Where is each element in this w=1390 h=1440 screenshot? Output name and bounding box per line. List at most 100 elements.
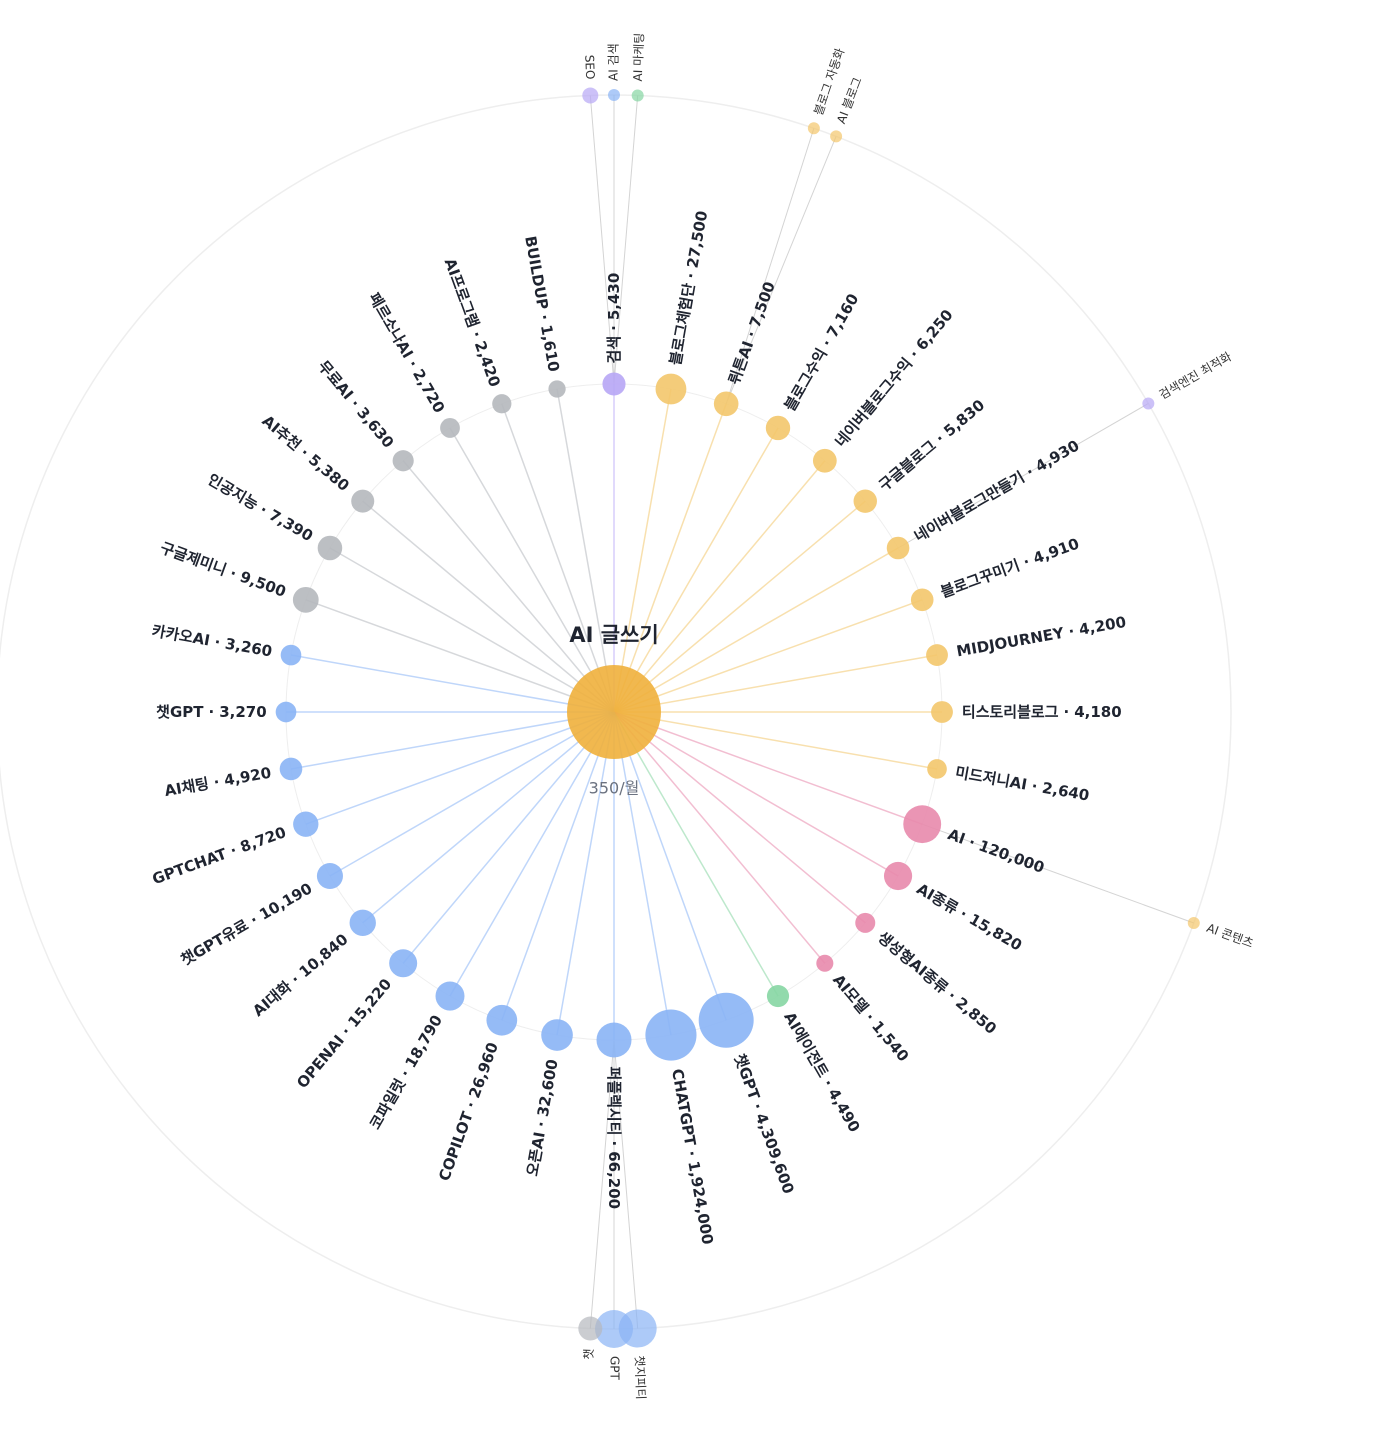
keyword-name: MIDJOURNEY (955, 623, 1066, 660)
link (449, 711, 615, 997)
keyword-node (886, 536, 910, 560)
keyword-label: 블로그꾸미기·4,910 (938, 534, 1081, 601)
keyword-volume: 9,500 (238, 567, 289, 600)
keyword-volume: 4,200 (1077, 612, 1127, 638)
link (613, 711, 672, 1036)
keyword-name: 네이버블로그수익 (831, 354, 916, 450)
keyword-volume: 3,260 (224, 634, 274, 660)
keyword-volume: 2,640 (1041, 778, 1091, 804)
keyword-volume: 2,850 (952, 993, 1000, 1037)
related-label: 검색엔진 최적화 (1157, 349, 1234, 402)
keyword-label: CHATGPT ·1,924,000 (669, 1067, 718, 1245)
keyword-node (548, 380, 566, 398)
keyword-label: 티스토리블로그 · 4,180 (962, 703, 1122, 721)
keyword-node (293, 811, 319, 837)
link (290, 711, 615, 770)
keyword-node (317, 535, 343, 561)
keyword-node (816, 954, 834, 972)
separator: · (228, 564, 240, 583)
separator: · (681, 271, 700, 280)
link (449, 427, 615, 713)
keyword-name: 티스토리블로그 (962, 703, 1059, 721)
keyword-node (392, 450, 414, 472)
keyword-label: AI·120,000 (946, 825, 1047, 877)
keyword-volume: 120,000 (976, 836, 1046, 876)
related-node (578, 1316, 603, 1341)
separator: · (742, 328, 761, 340)
keyword-volume: 2,720 (409, 366, 448, 416)
keyword-label: 블로그수익·7,160 (780, 290, 862, 413)
related-label: AI 콘텐츠 (1205, 921, 1256, 951)
separator: · (213, 632, 222, 651)
related-link (725, 136, 837, 404)
link (613, 547, 899, 713)
link (613, 711, 727, 1021)
related-label: 챗지피티 (632, 1355, 649, 1400)
keyword-name: AI프로그램 (441, 256, 483, 330)
keyword-label: AI에이전트·4,490 (781, 1009, 864, 1135)
keyword-volume: 6,250 (912, 306, 956, 354)
keyword-node (655, 373, 687, 405)
keyword-node (492, 394, 512, 414)
keyword-node (931, 701, 953, 723)
related-label: 챗 (581, 1348, 596, 1360)
keyword-node (279, 757, 303, 781)
link (613, 427, 779, 713)
keyword-name: 네이버블로그만들기 (911, 468, 1028, 546)
keyword-node (812, 448, 837, 473)
keyword-name: 블로그꾸미기 (938, 556, 1022, 601)
keyword-name: 무료AI (315, 357, 358, 403)
separator: · (536, 313, 555, 322)
separator: · (1064, 703, 1070, 721)
keyword-volume: 10,190 (256, 879, 315, 924)
keyword-label: 페르소나AI·2,720 (365, 289, 448, 415)
separator: · (683, 1149, 702, 1158)
keyword-label: OPENAI·15,220 (293, 975, 395, 1092)
keyword-name: 인공지능 (205, 470, 262, 513)
keyword-volume: 3,630 (354, 403, 398, 451)
keyword-name: 챗GPT유료 (177, 915, 251, 968)
related-node (807, 122, 820, 135)
keyword-volume: 15,820 (966, 910, 1025, 955)
keyword-name: CHATGPT (669, 1067, 700, 1147)
separator: · (1030, 776, 1039, 795)
related-link (613, 1039, 639, 1329)
related-link (725, 128, 815, 404)
keyword-volume: 4,180 (1074, 703, 1121, 721)
link (329, 711, 615, 877)
keyword-label: COPILOT·26,960 (435, 1040, 502, 1183)
keyword-node (486, 1004, 518, 1036)
separator: · (468, 328, 487, 340)
keyword-name: AI대화 (249, 977, 295, 1020)
keyword-volume: 27,500 (683, 209, 711, 269)
keyword-node (926, 644, 948, 666)
link (556, 711, 615, 1036)
keyword-volume: 10,840 (295, 930, 351, 981)
keyword-node (903, 805, 942, 844)
keyword-name: 생성형AI종류 (874, 928, 952, 997)
link (613, 654, 938, 713)
keyword-label: 오픈AI· 32,600 (523, 1058, 561, 1178)
keyword-label: MIDJOURNEY · 4,200 (955, 612, 1127, 660)
keyword-volume: 5,830 (940, 396, 988, 440)
keyword-volume: 1,924,000 (685, 1159, 717, 1245)
keyword-volume: 1,540 (868, 1017, 912, 1065)
keyword-label: AI대화·10,840 (249, 930, 351, 1020)
keyword-name: 퍼플렉시티 (606, 1067, 624, 1136)
keyword-label: AI모델·1,540 (830, 971, 913, 1065)
link (329, 547, 615, 713)
keyword-node (440, 418, 460, 438)
keyword-node (855, 912, 876, 933)
keyword-label: 네이버블로그수익·6,250 (831, 306, 956, 451)
keyword-volume: 2,420 (471, 338, 504, 389)
keyword-name: 페르소나AI (365, 289, 417, 361)
keyword-label: AI프로그램·2,420 (441, 256, 504, 390)
keyword-node (316, 862, 343, 890)
link (501, 711, 615, 1021)
keyword-node (389, 949, 418, 978)
keyword-label: 생성형AI종류·2,850 (874, 928, 1000, 1038)
related-link (897, 403, 1149, 549)
keyword-volume: 4,490 (825, 1085, 864, 1135)
